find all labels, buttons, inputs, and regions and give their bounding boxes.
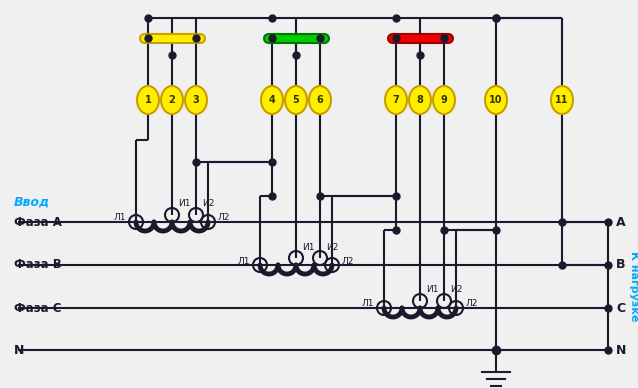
Text: 10: 10 (489, 95, 503, 105)
Text: Л1: Л1 (237, 256, 250, 265)
Text: Л1: Л1 (362, 300, 374, 308)
Text: И1: И1 (426, 286, 438, 294)
Text: Л2: Л2 (342, 256, 354, 265)
Ellipse shape (433, 86, 455, 114)
Text: Л2: Л2 (466, 300, 478, 308)
Ellipse shape (409, 86, 431, 114)
Text: N: N (14, 343, 24, 357)
Ellipse shape (261, 86, 283, 114)
Text: 11: 11 (555, 95, 568, 105)
Text: Фаза В: Фаза В (14, 258, 62, 272)
Text: В: В (616, 258, 625, 272)
Text: 5: 5 (293, 95, 299, 105)
Ellipse shape (137, 86, 159, 114)
Text: 8: 8 (417, 95, 424, 105)
Text: 1: 1 (145, 95, 151, 105)
Text: Л1: Л1 (114, 213, 126, 222)
Text: Л2: Л2 (218, 213, 230, 222)
Text: 9: 9 (441, 95, 447, 105)
Ellipse shape (485, 86, 507, 114)
Ellipse shape (309, 86, 331, 114)
Text: 6: 6 (316, 95, 323, 105)
Text: И1: И1 (302, 242, 315, 251)
Text: К нагрузке: К нагрузке (629, 251, 638, 321)
Text: Фаза С: Фаза С (14, 301, 61, 315)
Text: N: N (616, 343, 627, 357)
Text: Ввод: Ввод (14, 196, 50, 208)
Ellipse shape (385, 86, 407, 114)
Ellipse shape (185, 86, 207, 114)
Text: И2: И2 (450, 286, 463, 294)
Ellipse shape (161, 86, 183, 114)
Text: И2: И2 (202, 199, 214, 208)
Text: И2: И2 (326, 242, 338, 251)
Text: 7: 7 (392, 95, 399, 105)
Text: А: А (616, 215, 626, 229)
Text: Фаза А: Фаза А (14, 215, 62, 229)
Text: И1: И1 (178, 199, 191, 208)
Ellipse shape (285, 86, 307, 114)
Text: 2: 2 (168, 95, 175, 105)
Text: С: С (616, 301, 625, 315)
Ellipse shape (551, 86, 573, 114)
Text: 4: 4 (269, 95, 276, 105)
Text: 3: 3 (193, 95, 199, 105)
